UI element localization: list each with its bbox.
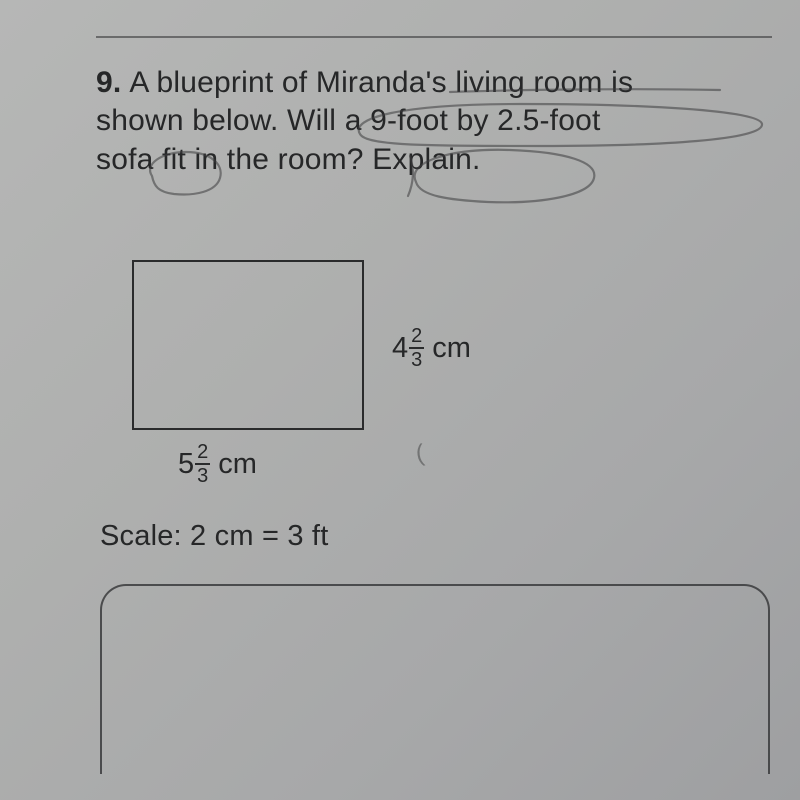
width-whole: 5 (178, 448, 194, 481)
problem-line-2: shown below. Will a 9-foot by 2.5-foot (96, 102, 760, 140)
height-whole: 4 (392, 332, 408, 365)
height-unit: cm (432, 332, 471, 365)
width-denominator: 3 (195, 465, 210, 486)
height-fraction: 2 3 (409, 326, 424, 370)
room-diagram (132, 260, 364, 430)
height-numerator: 2 (409, 326, 424, 349)
problem-line-3: sofa fit in the room? Explain. (96, 141, 760, 179)
height-label: 4 2 3 cm (392, 326, 471, 370)
top-rule (96, 36, 772, 38)
scale-text: Scale: 2 cm = 3 ft (100, 520, 328, 553)
width-label: 5 2 3 cm (178, 442, 257, 486)
worksheet-page: 9.A blueprint of Miranda's living room i… (0, 0, 800, 800)
problem-line-1: A blueprint of Miranda's living room is (129, 66, 633, 99)
stray-pencil-mark: ( (414, 440, 426, 469)
width-numerator: 2 (195, 442, 210, 465)
answer-box (100, 584, 770, 774)
width-unit: cm (218, 448, 257, 481)
problem-number: 9. (96, 64, 121, 102)
width-fraction: 2 3 (195, 442, 210, 486)
room-rectangle (132, 260, 364, 430)
height-denominator: 3 (409, 349, 424, 370)
problem-text: 9.A blueprint of Miranda's living room i… (96, 64, 760, 179)
